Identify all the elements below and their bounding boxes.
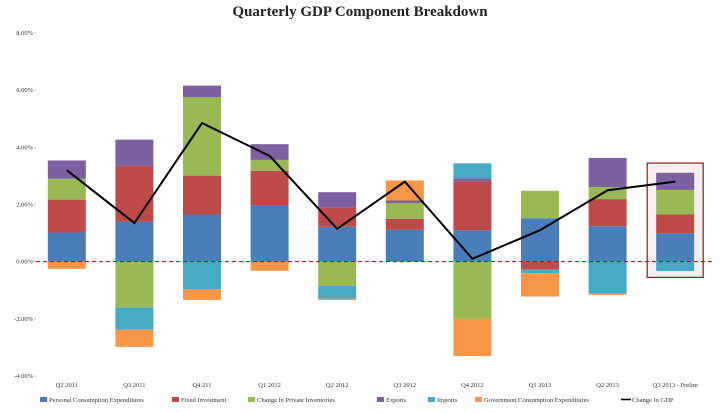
bar-segment [385, 180, 424, 201]
legend-swatch [377, 397, 384, 402]
category-label: Q3 2013 - Prelim [653, 382, 698, 389]
bar-segment [521, 261, 559, 270]
bar-stacks [47, 85, 695, 356]
legend-swatch [475, 397, 482, 402]
bar-segment [318, 226, 357, 262]
bar-segment [385, 203, 424, 219]
bar-segment [47, 160, 86, 179]
bar-segment [115, 139, 154, 166]
bar-segment [588, 199, 627, 227]
bar-segment [588, 226, 627, 262]
bar-segment [318, 261, 357, 286]
bar-segment [521, 218, 559, 262]
bar-segment [656, 233, 695, 262]
y-tick-label: 8.00% [16, 30, 33, 37]
y-axis-ticks: 8.00% 6.00% 4.00% 2.00% 0.00% -2.00% -4.00% [14, 30, 36, 380]
bar-segment [250, 170, 289, 206]
bar-segment [47, 178, 86, 200]
category-label: Q3 2011 [123, 382, 145, 389]
bar-segment [47, 199, 86, 233]
bar-segment [250, 205, 289, 262]
bar-segment [588, 157, 627, 188]
bar-segment [115, 221, 154, 262]
bar-segment [453, 181, 492, 231]
bar-segment [521, 190, 559, 219]
legend-label: Imports [437, 397, 458, 404]
bar-segment [385, 200, 424, 204]
legend-label: Fixed Investment [181, 397, 227, 404]
bar-segment [47, 261, 86, 269]
legend-label: Change In Private Inventories [257, 397, 335, 404]
bar-segment [183, 214, 221, 262]
legend-swatch [248, 397, 255, 402]
category-label: Q4 211 [192, 382, 211, 389]
bar-segment [385, 229, 424, 262]
bar-segment [183, 175, 221, 215]
bar-segment [656, 172, 695, 190]
bar-segment [47, 232, 86, 262]
bar-segment [183, 85, 221, 98]
y-tick-label: 2.00% [16, 202, 33, 209]
legend-label: Change In GDP [632, 397, 674, 404]
category-label: Q4 2012 [461, 382, 484, 389]
bar-segment [250, 144, 289, 160]
y-tick-label: 0.00% [16, 259, 33, 266]
legend: Personal Consumption Expenditures Fixed I… [40, 397, 674, 404]
bar-segment [250, 159, 289, 171]
bar-segment [656, 261, 695, 272]
category-label: Q3 2012 [394, 382, 417, 389]
bar-segment [521, 269, 559, 274]
legend-label: Personal Consumption Expenditures [49, 397, 144, 404]
bar-segment [453, 318, 492, 356]
bar-segment [656, 189, 695, 215]
bar-segment [115, 329, 154, 347]
legend-swatch [428, 397, 435, 402]
y-tick-label: -4.00% [14, 373, 34, 380]
bar-segment [521, 273, 559, 297]
category-label: Q1 2013 [529, 382, 552, 389]
category-labels: Q2 2011 Q3 2011 Q4 211 Q1 2012 Q2 2012 Q3 201… [56, 382, 698, 389]
chart-title: Quarterly GDP Component Breakdown [232, 4, 488, 20]
bar-segment [250, 261, 289, 271]
bar-segment [656, 214, 695, 234]
bar-segment [183, 97, 221, 176]
category-label: Q2 2013 [596, 382, 619, 389]
y-tick-label: 6.00% [16, 87, 33, 94]
bar-segment [115, 307, 154, 330]
category-label: Q2 2012 [326, 382, 349, 389]
bar-segment [115, 261, 154, 308]
bar-segment [588, 293, 627, 295]
category-label: Q2 2011 [56, 382, 78, 389]
legend-swatch [40, 397, 47, 402]
category-label: Q1 2012 [258, 382, 281, 389]
gdp-line-layer [66, 121, 676, 261]
y-tick-label: -2.00% [14, 316, 34, 323]
bar-segment [453, 261, 492, 319]
bar-segment [183, 261, 221, 290]
bar-segment [318, 285, 357, 299]
bar-segment [453, 178, 492, 182]
bar-segment [318, 207, 357, 227]
y-tick-label: 4.00% [16, 144, 33, 151]
bar-segment [318, 298, 357, 300]
legend-label: Exports [386, 397, 407, 404]
bar-segment [318, 192, 357, 208]
legend-swatch [172, 397, 179, 402]
gdp-line [66, 121, 676, 261]
bar-segment [453, 230, 492, 262]
bar-segment [183, 289, 221, 300]
bar-segment [385, 218, 424, 230]
bar-segment [453, 163, 492, 179]
bar-segment [588, 261, 627, 294]
legend-label: Government Consumption Expenditures [484, 397, 590, 404]
